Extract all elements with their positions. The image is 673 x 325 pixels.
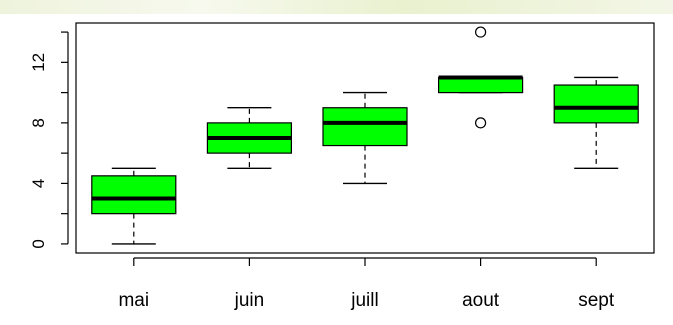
box-iqr [322, 107, 408, 147]
box-group-aout [438, 26, 524, 129]
box-group-sept [553, 76, 639, 169]
y-tick-label: 0 [29, 239, 48, 248]
y-tick-label: 4 [29, 179, 48, 188]
y-tick-label: 12 [29, 53, 48, 72]
outlier-point [475, 117, 487, 129]
box-iqr [438, 76, 524, 94]
x-axis: mai juin juill aout sept [118, 257, 615, 311]
boxes-layer [91, 26, 639, 245]
x-tick-label: juin [234, 290, 265, 311]
y-tick-label: 8 [29, 118, 48, 127]
box-iqr [91, 175, 177, 215]
x-tick-label: juill [350, 290, 378, 311]
box-group-juin [206, 107, 292, 169]
box-group-mai [91, 167, 177, 245]
x-tick-label: aout [462, 290, 500, 311]
x-tick-label: mai [118, 290, 149, 311]
plot-frame [75, 22, 655, 254]
box-group-juill [322, 91, 408, 185]
outlier-point [475, 26, 487, 38]
y-axis: 0 4 8 12 [29, 31, 69, 249]
x-tick-label: sept [578, 290, 615, 311]
top-decorative-band [0, 0, 673, 14]
box-iqr [553, 84, 639, 124]
